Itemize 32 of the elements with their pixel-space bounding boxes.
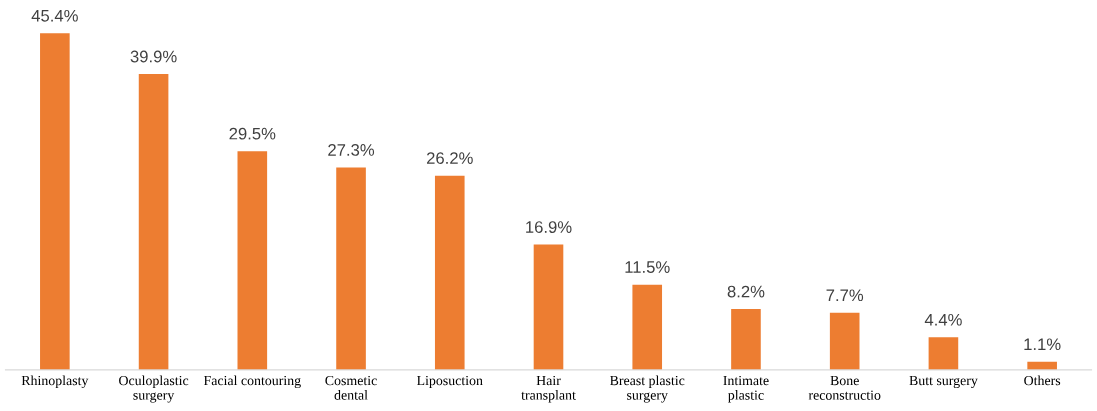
x-tick-label: Cosmetic dental <box>325 375 377 400</box>
x-tick-label: Oculoplastic surgery <box>119 375 189 403</box>
bar <box>336 167 366 370</box>
x-tick-label: Rhinoplasty <box>21 375 89 389</box>
data-label: 26.2% <box>426 152 473 165</box>
bar <box>928 337 959 370</box>
x-tick-label: Breast plastic surgery <box>610 375 685 403</box>
data-label: 27.3% <box>328 144 375 156</box>
x-tick-label: Hair transplant <box>521 375 576 403</box>
data-label: 7.7% <box>826 289 864 302</box>
x-tick-label: Others <box>1024 375 1061 386</box>
x-tick-label: Bone reconstructio <box>808 376 881 400</box>
bar <box>533 244 564 370</box>
bar <box>138 74 169 370</box>
data-label: 39.9% <box>130 50 177 63</box>
bar <box>829 312 860 370</box>
data-label: 8.2% <box>727 285 765 298</box>
bar <box>434 175 465 370</box>
data-label: 1.1% <box>1024 338 1061 351</box>
x-tick-label: Liposuction <box>416 375 483 389</box>
bar <box>40 33 70 370</box>
bar <box>731 309 761 370</box>
data-label: 16.9% <box>526 221 572 233</box>
data-label: 11.5% <box>625 261 670 273</box>
bar <box>632 284 663 370</box>
x-tick-label: Intimate plastic <box>723 375 769 403</box>
bar <box>237 151 268 370</box>
data-label: 45.4% <box>31 9 78 22</box>
data-label: 4.4% <box>924 313 962 326</box>
data-label: 29.5% <box>229 127 276 140</box>
x-tick-label: Butt surgery <box>909 375 978 389</box>
x-tick-label: Facial contouring <box>203 375 301 389</box>
